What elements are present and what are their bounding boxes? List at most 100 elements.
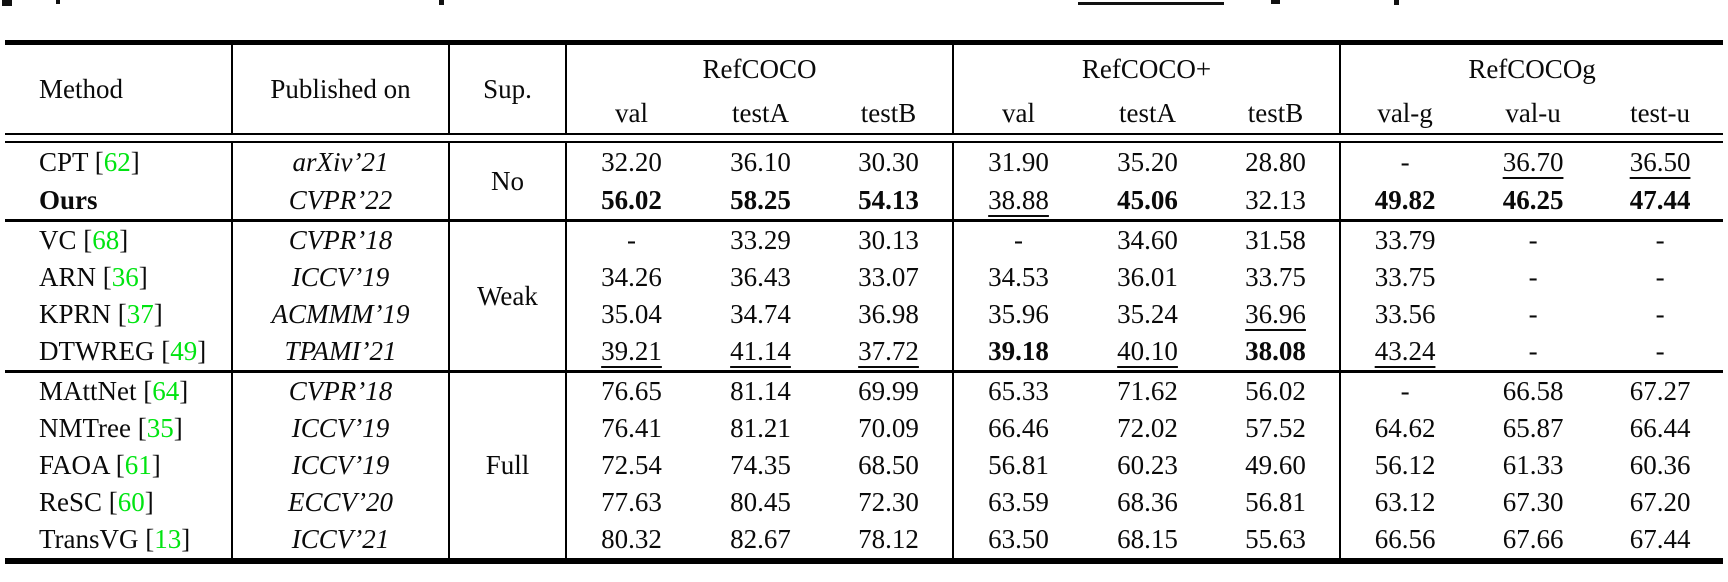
metric-cell: - [1528, 262, 1538, 292]
metric-cell: 36.98 [825, 296, 955, 333]
metric-cell: 78.12 [825, 521, 955, 558]
col-header-published: Published on [233, 45, 450, 133]
metric-cell: 63.50 [988, 524, 1049, 554]
metric-cell: 46.25 [1502, 184, 1564, 215]
method-cell: VC [68] [5, 222, 233, 259]
col-header-method: Method [5, 45, 233, 133]
published-cell: ICCV’19 [233, 447, 450, 484]
section-rule [5, 370, 1724, 373]
published-cell: ICCV’19 [233, 410, 450, 447]
metric-cell: 66.44 [1629, 413, 1691, 443]
sup-cell-weak: Weak [450, 222, 567, 370]
caption-remnant-underline [1078, 2, 1224, 5]
metric-cell: 63.59 [988, 487, 1049, 517]
published-cell: ICCV’19 [233, 259, 450, 296]
metric-cell: 34.53 [988, 262, 1049, 292]
citation-link[interactable]: 13 [154, 524, 182, 554]
citation-link[interactable]: 49 [170, 336, 198, 366]
metric-cell: 33.29 [730, 225, 791, 255]
caption-remnant-mark [56, 0, 60, 4]
subcol-refcoco-plus-val: val [1002, 97, 1036, 128]
metric-cell: 61.33 [1502, 450, 1564, 480]
metric-cell: 67.20 [1629, 487, 1691, 517]
metric-cell: 45.06 [1117, 184, 1178, 215]
metric-cell: - [1528, 299, 1538, 329]
table-row-faoa: FAOA [61] ICCV’19 72.54 74.35 68.50 56.8… [5, 447, 1723, 484]
citation-link[interactable]: 36 [111, 262, 139, 292]
published-cell: CVPR’22 [233, 181, 450, 219]
metric-cell: 36.50 [1629, 146, 1691, 177]
metric-cell: 38.08 [1212, 333, 1342, 370]
metric-cell: - [1014, 225, 1024, 255]
method-cell: ARN [36] [5, 259, 233, 296]
metric-cell: 36.43 [730, 262, 791, 292]
metric-cell: 33.56 [1374, 299, 1436, 329]
metric-cell: 68.15 [1117, 524, 1178, 554]
subcol-refcoco-val: val [615, 97, 648, 128]
metric-cell: 67.44 [1629, 524, 1691, 554]
metric-cell: 34.60 [1117, 225, 1178, 255]
metric-cell: 33.75 [1212, 259, 1342, 296]
metric-cell: 39.21 [601, 336, 662, 366]
metric-cell: 65.33 [988, 376, 1049, 406]
metric-cell: 30.30 [825, 143, 955, 181]
metric-cell: - [627, 225, 636, 255]
published-cell: TPAMI’21 [233, 333, 450, 370]
header-sub-row: val testA testB val testA testB val-g va… [5, 93, 1723, 133]
metric-cell: 72.30 [825, 484, 955, 521]
metric-cell: 36.70 [1502, 146, 1564, 177]
metric-cell: 69.99 [825, 373, 955, 410]
subcol-refcocog-val-u: val-u [1505, 97, 1561, 128]
metric-cell: 32.20 [601, 146, 662, 177]
citation-link[interactable]: 68 [92, 225, 120, 255]
metric-cell: 63.12 [1374, 487, 1436, 517]
metric-cell: 35.04 [601, 299, 662, 329]
results-table: Method Published on Sup. RefCOCO RefCOCO… [5, 40, 1724, 564]
caption-remnant-mark [439, 0, 444, 5]
metric-cell: 33.07 [825, 259, 955, 296]
method-cell: Ours [5, 181, 233, 219]
metric-cell: 28.80 [1212, 143, 1342, 181]
citation-link[interactable]: 62 [103, 146, 131, 177]
col-header-sup: Sup. [450, 45, 567, 133]
metric-cell: 74.35 [730, 450, 791, 480]
subcol-refcoco-plus-testA: testA [1119, 97, 1177, 128]
table-row-cpt: CPT [62] arXiv’21 No 32.20 36.10 30.30 3… [5, 143, 1723, 219]
table-row-ours: Ours CVPR’22 56.02 58.25 54.13 38.88 45.… [5, 181, 1723, 219]
citation-link[interactable]: 64 [152, 376, 180, 406]
method-cell: TransVG [13] [5, 521, 233, 558]
subcol-refcoco-plus-testB: testB [1212, 93, 1342, 133]
metric-cell: 37.72 [825, 333, 955, 370]
metric-cell: 33.75 [1374, 262, 1436, 292]
metric-cell: 36.96 [1212, 296, 1342, 333]
metric-cell: 60.36 [1629, 450, 1691, 480]
table-row-resc: ReSC [60] ECCV’20 77.63 80.45 72.30 63.5… [5, 484, 1723, 521]
method-cell: FAOA [61] [5, 447, 233, 484]
metric-cell: 71.62 [1117, 376, 1178, 406]
table-row-mattnet: MAttNet [64] CVPR’18 Full 76.65 81.14 69… [5, 373, 1723, 558]
metric-cell: - [1400, 146, 1410, 177]
citation-link[interactable]: 60 [117, 487, 145, 517]
citation-link[interactable]: 61 [124, 450, 152, 480]
citation-link[interactable]: 37 [126, 299, 154, 329]
method-cell: KPRN [37] [5, 296, 233, 333]
method-cell: DTWREG [49] [5, 333, 233, 370]
metric-cell: 57.52 [1212, 410, 1342, 447]
published-cell: ECCV’20 [233, 484, 450, 521]
header-group-row: Method Published on Sup. RefCOCO RefCOCO… [5, 45, 1723, 133]
caption-remnant-mark [2, 0, 12, 6]
metric-cell: 38.88 [988, 184, 1049, 215]
method-cell: NMTree [35] [5, 410, 233, 447]
table-row-kprn: KPRN [37] ACMMM’19 35.04 34.74 36.98 35.… [5, 296, 1723, 333]
metric-cell: 72.02 [1117, 413, 1178, 443]
citation-link[interactable]: 35 [146, 413, 174, 443]
metric-cell: 54.13 [825, 181, 955, 219]
metric-cell: - [1528, 225, 1538, 255]
table-row-dtwreg: DTWREG [49] TPAMI’21 39.21 41.14 37.72 3… [5, 333, 1723, 370]
metric-cell: 34.74 [730, 299, 791, 329]
metric-cell: - [1655, 299, 1665, 329]
sup-cell-no: No [450, 143, 567, 219]
subcol-refcocog-test-u: test-u [1630, 97, 1691, 128]
metric-cell: 32.13 [1212, 181, 1342, 219]
